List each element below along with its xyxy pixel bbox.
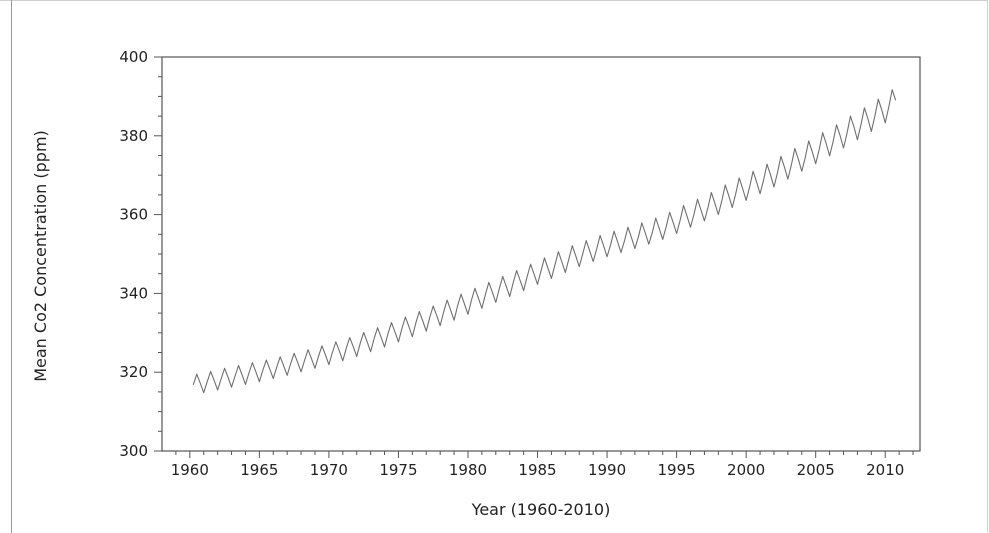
x-axis-ticks: 1960 1965 1970 1975 1980 1985 1990 1995 2000 2005… — [171, 451, 914, 479]
x-tick-label: 1975 — [379, 461, 417, 479]
y-tick-label: 360 — [119, 206, 148, 224]
y-tick-label: 380 — [119, 127, 148, 145]
x-tick-label: 1990 — [588, 461, 626, 479]
figure-left-border — [11, 0, 12, 533]
x-tick-label: 2010 — [866, 461, 904, 479]
y-tick-label: 300 — [119, 442, 148, 460]
plot-area — [161, 56, 921, 452]
x-tick-label: 2005 — [797, 461, 835, 479]
x-tick-label: 1980 — [449, 461, 487, 479]
y-axis-title: Mean Co2 Concentration (ppm) — [31, 130, 50, 382]
y-axis-ticks: 300 320 340 360 380 400 — [119, 48, 162, 460]
y-tick-label: 320 — [119, 363, 148, 381]
x-tick-label: 1970 — [310, 461, 348, 479]
y-tick-label: 400 — [119, 48, 148, 66]
co2-series-line — [192, 89, 897, 394]
y-tick-label: 340 — [119, 284, 148, 302]
x-tick-label: 2000 — [727, 461, 765, 479]
x-tick-label: 1960 — [171, 461, 209, 479]
x-tick-label: 1985 — [518, 461, 556, 479]
x-tick-label: 1965 — [240, 461, 278, 479]
x-tick-label: 1995 — [658, 461, 696, 479]
x-axis-title: Year (1960-2010) — [471, 500, 611, 519]
